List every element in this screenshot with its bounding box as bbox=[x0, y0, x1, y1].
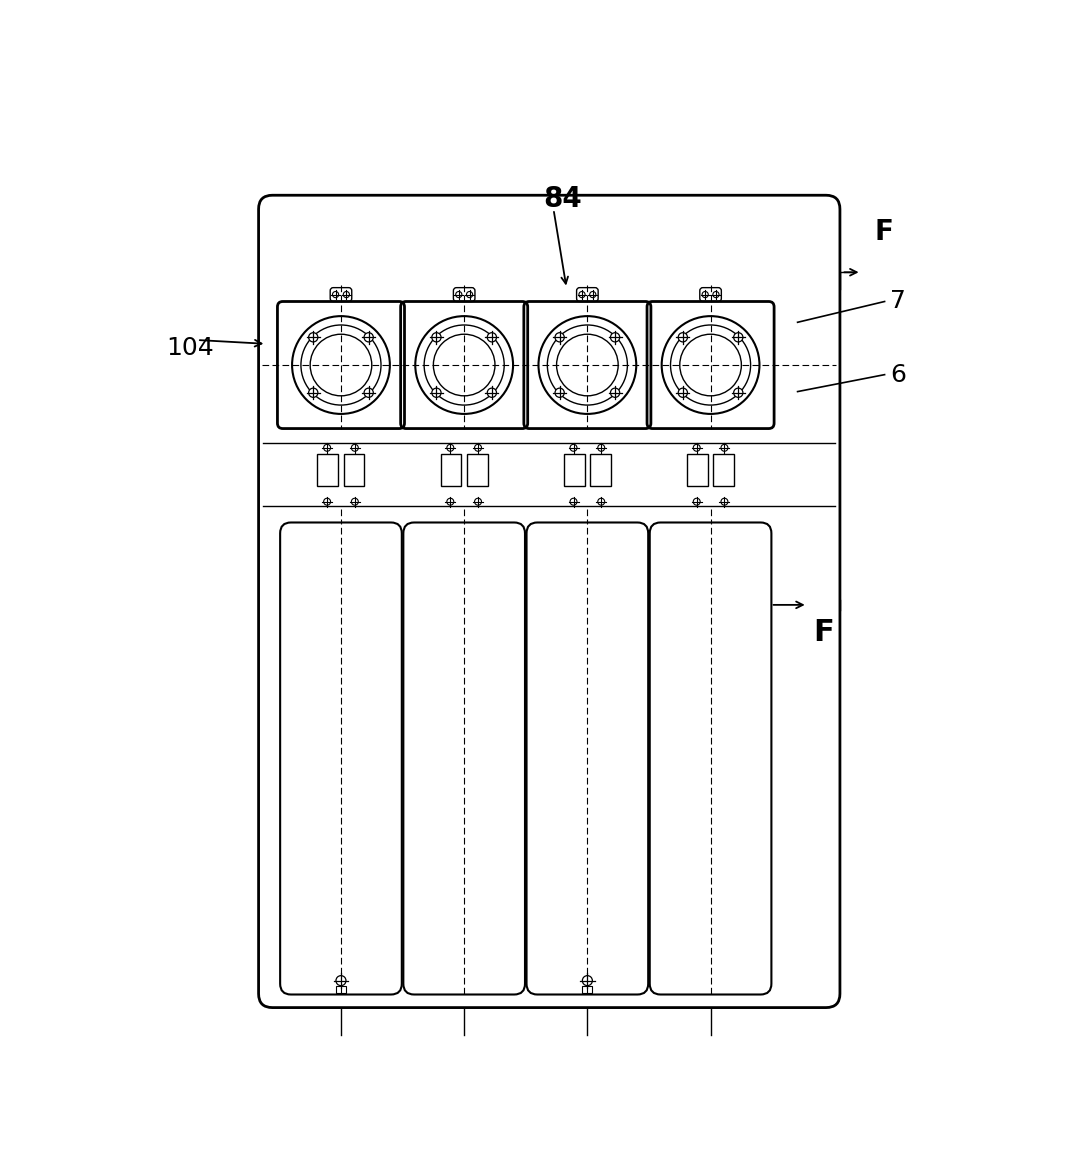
Bar bbox=[687, 454, 708, 486]
Circle shape bbox=[582, 975, 592, 986]
Circle shape bbox=[678, 333, 688, 341]
Circle shape bbox=[570, 499, 577, 506]
Circle shape bbox=[466, 291, 473, 297]
Text: F: F bbox=[812, 619, 833, 647]
Bar bbox=[713, 454, 734, 486]
Circle shape bbox=[721, 444, 728, 451]
Circle shape bbox=[323, 499, 331, 506]
Text: 7: 7 bbox=[890, 289, 906, 313]
Bar bbox=[441, 454, 462, 486]
Circle shape bbox=[734, 333, 743, 341]
Circle shape bbox=[570, 444, 577, 451]
Circle shape bbox=[610, 388, 619, 397]
Circle shape bbox=[475, 499, 482, 506]
Circle shape bbox=[323, 444, 331, 451]
Circle shape bbox=[475, 444, 482, 451]
Circle shape bbox=[693, 444, 700, 451]
Bar bbox=[336, 986, 346, 993]
Circle shape bbox=[364, 388, 373, 397]
Bar bbox=[318, 454, 339, 486]
Bar bbox=[582, 986, 592, 993]
Circle shape bbox=[364, 333, 373, 341]
Circle shape bbox=[309, 388, 318, 397]
Circle shape bbox=[610, 333, 619, 341]
Circle shape bbox=[447, 444, 454, 451]
Circle shape bbox=[332, 291, 339, 297]
Bar bbox=[563, 454, 584, 486]
Text: 6: 6 bbox=[890, 362, 906, 387]
Bar bbox=[344, 454, 365, 486]
Bar bbox=[467, 454, 488, 486]
Circle shape bbox=[734, 388, 743, 397]
Circle shape bbox=[693, 499, 700, 506]
Circle shape bbox=[579, 291, 585, 297]
Text: F: F bbox=[875, 218, 893, 246]
Circle shape bbox=[487, 388, 497, 397]
Circle shape bbox=[678, 388, 688, 397]
Circle shape bbox=[597, 444, 605, 451]
Circle shape bbox=[336, 975, 346, 986]
Circle shape bbox=[555, 388, 565, 397]
Circle shape bbox=[721, 499, 728, 506]
Circle shape bbox=[590, 291, 596, 297]
Circle shape bbox=[597, 499, 605, 506]
Circle shape bbox=[702, 291, 709, 297]
Circle shape bbox=[343, 291, 349, 297]
Circle shape bbox=[713, 291, 719, 297]
Circle shape bbox=[431, 388, 441, 397]
Text: 84: 84 bbox=[544, 185, 582, 213]
Circle shape bbox=[555, 333, 565, 341]
Circle shape bbox=[431, 333, 441, 341]
Text: 104: 104 bbox=[166, 336, 214, 360]
Circle shape bbox=[352, 444, 358, 451]
Circle shape bbox=[487, 333, 497, 341]
Bar bbox=[590, 454, 610, 486]
Circle shape bbox=[309, 333, 318, 341]
Circle shape bbox=[455, 291, 462, 297]
Circle shape bbox=[447, 499, 454, 506]
Circle shape bbox=[352, 499, 358, 506]
